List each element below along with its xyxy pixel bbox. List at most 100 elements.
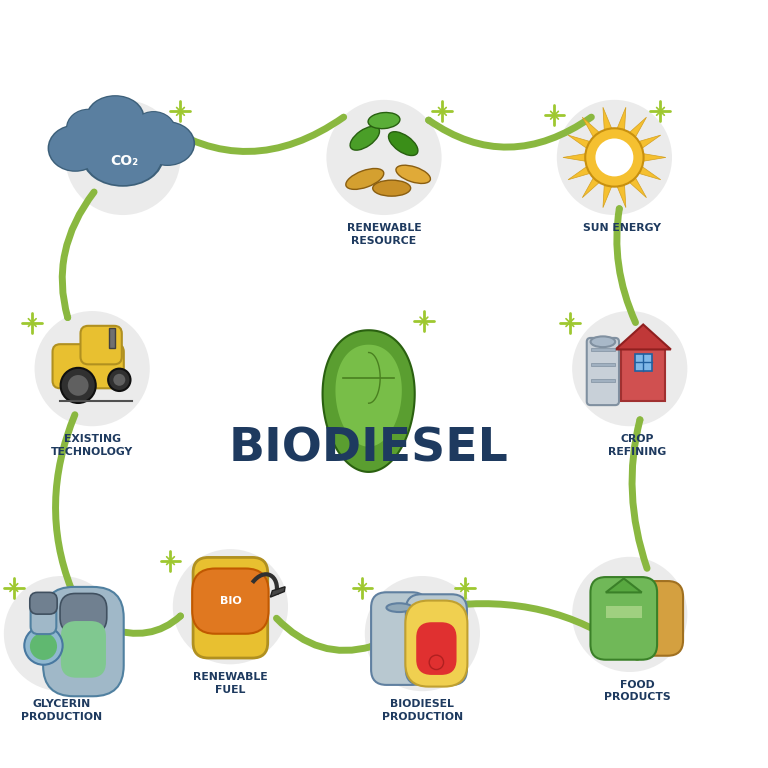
FancyBboxPatch shape	[193, 558, 268, 658]
Circle shape	[173, 549, 288, 664]
FancyBboxPatch shape	[591, 363, 615, 366]
FancyBboxPatch shape	[371, 592, 427, 685]
Ellipse shape	[66, 109, 111, 147]
Text: CROP
REFINING: CROP REFINING	[608, 434, 667, 457]
FancyArrowPatch shape	[108, 616, 180, 634]
FancyArrowPatch shape	[55, 415, 74, 588]
Ellipse shape	[82, 128, 164, 187]
Circle shape	[4, 576, 119, 691]
Circle shape	[326, 100, 442, 215]
Polygon shape	[336, 345, 402, 447]
Circle shape	[68, 375, 88, 396]
Text: CO₂: CO₂	[111, 154, 138, 167]
Ellipse shape	[86, 95, 144, 140]
FancyArrowPatch shape	[429, 118, 591, 147]
FancyArrowPatch shape	[457, 604, 637, 657]
FancyArrowPatch shape	[632, 420, 647, 568]
Ellipse shape	[140, 121, 195, 166]
Polygon shape	[617, 185, 626, 207]
Polygon shape	[582, 177, 599, 197]
Ellipse shape	[346, 168, 384, 190]
Circle shape	[429, 655, 444, 670]
Ellipse shape	[49, 126, 101, 170]
Polygon shape	[270, 587, 285, 598]
Ellipse shape	[389, 131, 418, 156]
Polygon shape	[606, 578, 642, 592]
Polygon shape	[603, 185, 611, 207]
FancyBboxPatch shape	[43, 587, 124, 697]
Text: GLYCERIN
PRODUCTION: GLYCERIN PRODUCTION	[21, 699, 102, 722]
Text: FOOD
PRODUCTS: FOOD PRODUCTS	[604, 680, 670, 703]
Ellipse shape	[133, 112, 175, 149]
FancyBboxPatch shape	[406, 594, 467, 685]
Circle shape	[25, 627, 63, 665]
Circle shape	[65, 100, 180, 215]
Text: BIODIESEL: BIODIESEL	[229, 426, 508, 472]
FancyBboxPatch shape	[416, 622, 456, 675]
Ellipse shape	[141, 122, 194, 165]
Ellipse shape	[350, 126, 379, 151]
FancyBboxPatch shape	[412, 636, 426, 639]
FancyBboxPatch shape	[591, 348, 615, 351]
Ellipse shape	[88, 96, 143, 138]
Circle shape	[365, 576, 480, 691]
Circle shape	[595, 138, 634, 177]
FancyBboxPatch shape	[591, 379, 615, 382]
Circle shape	[572, 311, 687, 426]
Ellipse shape	[396, 165, 430, 184]
Ellipse shape	[131, 111, 176, 150]
FancyBboxPatch shape	[412, 620, 426, 623]
Circle shape	[585, 128, 644, 187]
FancyBboxPatch shape	[109, 328, 114, 348]
Polygon shape	[323, 330, 415, 472]
Circle shape	[114, 374, 125, 386]
Ellipse shape	[84, 130, 161, 185]
FancyBboxPatch shape	[30, 592, 57, 614]
FancyBboxPatch shape	[591, 577, 657, 660]
Text: RENEWABLE
FUEL: RENEWABLE FUEL	[193, 672, 268, 695]
FancyBboxPatch shape	[52, 344, 124, 389]
Circle shape	[35, 311, 150, 426]
Circle shape	[557, 100, 672, 215]
FancyBboxPatch shape	[192, 568, 269, 634]
Polygon shape	[582, 118, 599, 137]
FancyBboxPatch shape	[60, 594, 107, 633]
Ellipse shape	[368, 112, 400, 129]
Ellipse shape	[372, 180, 411, 196]
Text: BIO: BIO	[220, 596, 241, 606]
FancyBboxPatch shape	[31, 598, 56, 634]
Polygon shape	[630, 177, 647, 197]
FancyBboxPatch shape	[621, 349, 665, 401]
Ellipse shape	[67, 110, 110, 147]
Polygon shape	[615, 325, 671, 349]
Polygon shape	[630, 118, 647, 137]
Circle shape	[61, 368, 96, 403]
Circle shape	[108, 369, 131, 391]
FancyBboxPatch shape	[61, 621, 106, 677]
FancyArrowPatch shape	[617, 209, 635, 323]
FancyBboxPatch shape	[587, 338, 619, 406]
Text: EXISTING
TECHNOLOGY: EXISTING TECHNOLOGY	[51, 434, 134, 457]
Ellipse shape	[591, 336, 615, 347]
FancyBboxPatch shape	[406, 601, 468, 687]
FancyArrowPatch shape	[276, 618, 371, 650]
Polygon shape	[617, 108, 626, 130]
Text: RENEWABLE
RESOURCE: RENEWABLE RESOURCE	[346, 223, 422, 246]
Circle shape	[30, 633, 57, 660]
Ellipse shape	[421, 605, 452, 614]
Text: SUN ENERGY: SUN ENERGY	[583, 223, 661, 233]
Polygon shape	[568, 167, 590, 180]
FancyBboxPatch shape	[81, 326, 122, 364]
Polygon shape	[639, 167, 660, 180]
Polygon shape	[603, 108, 611, 130]
Ellipse shape	[386, 603, 412, 612]
Text: BIODIESEL
PRODUCTION: BIODIESEL PRODUCTION	[382, 699, 463, 722]
FancyArrowPatch shape	[62, 192, 94, 317]
FancyArrowPatch shape	[156, 118, 344, 151]
Polygon shape	[568, 135, 590, 148]
Polygon shape	[563, 154, 585, 161]
Polygon shape	[639, 135, 660, 148]
FancyBboxPatch shape	[606, 607, 642, 618]
Ellipse shape	[48, 124, 103, 172]
FancyBboxPatch shape	[618, 581, 683, 656]
